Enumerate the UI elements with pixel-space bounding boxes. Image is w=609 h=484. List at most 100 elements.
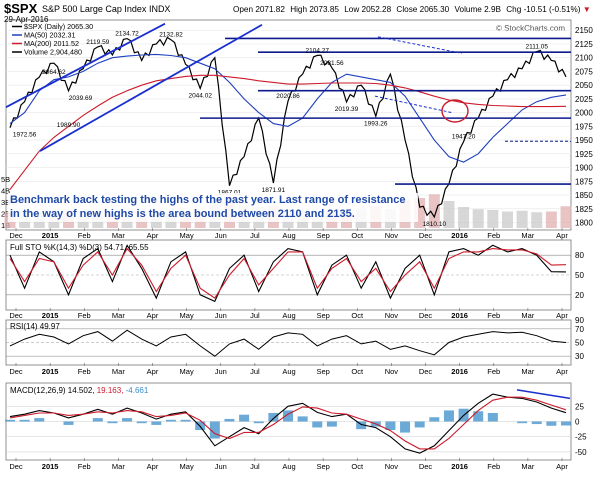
volume-bar [545, 211, 557, 228]
volume-bar [472, 209, 484, 228]
rsi-line [9, 329, 567, 357]
rsi-ytick-label: 90 [575, 316, 584, 325]
sto-ytick-label: 50 [575, 271, 584, 280]
price-ytick-label: 1850 [575, 191, 593, 200]
price-ytick-label: 2125 [575, 40, 593, 49]
macd-hist-bar [180, 419, 191, 422]
x-tick-label: Apr [556, 367, 568, 376]
macd-hist-bar [283, 410, 293, 422]
x-tick-label: Oct [351, 462, 364, 471]
x-tick-label: Jul [250, 231, 260, 240]
price-ytick-label: 1975 [575, 122, 593, 131]
rsi-label: RSI(14) 49.97 [10, 322, 60, 331]
x-tick-label: Sep [316, 367, 329, 376]
x-tick-label: 2015 [42, 231, 59, 240]
macd-hist-bar [253, 421, 264, 424]
highlight-ellipse [441, 99, 469, 123]
macd-hist-bar [400, 421, 411, 433]
macd-hist-bar [5, 419, 15, 422]
x-tick-label: May [180, 367, 194, 376]
price-ytick-label: 2150 [575, 26, 593, 35]
x-tick-label: Jul [250, 462, 260, 471]
stochastic-series: 20 50 80 [6, 244, 584, 303]
macd-signal-line [9, 396, 567, 450]
price-line [9, 36, 567, 219]
price-annotation-label: 2104.27 [306, 47, 330, 54]
price-ytick-label: 2075 [575, 67, 593, 76]
x-axis: Dec Dec Dec Dec 2015 2015 2015 2015 Feb Feb Feb Feb… [9, 228, 568, 471]
x-tick-label: Jul [250, 367, 260, 376]
macd-hist-bar [224, 418, 235, 422]
macd-ytick-label: 25 [575, 402, 584, 411]
macd-hist-bar [268, 412, 279, 422]
x-tick-label: Feb [487, 231, 500, 240]
price-ytick-label: 2000 [575, 109, 593, 118]
macd-hist-bar [297, 416, 308, 422]
price-ytick-label: 1925 [575, 150, 593, 159]
macd-hist-bar [107, 421, 118, 424]
x-tick-label: Mar [112, 367, 125, 376]
macd-hist-bar [19, 419, 30, 422]
x-tick-label: Feb [487, 311, 500, 320]
x-tick-label: Apr [147, 462, 159, 471]
price-annotation-label: 2064.62 [42, 69, 66, 76]
price-annotations: 1972.56 2064.62 1989.90 2039.69 2119.59 2134.… [5, 22, 571, 228]
price-ytick-label: 2050 [575, 81, 593, 90]
rsi-ytick-label: 70 [575, 325, 584, 334]
price-ytick-label: 1800 [575, 219, 593, 228]
price-ytick-label: 2100 [575, 54, 593, 63]
x-tick-label: 2016 [451, 231, 468, 240]
macd-hist-bar [136, 421, 147, 424]
x-tick-label: Nov [385, 231, 399, 240]
macd-hist-bar [561, 421, 571, 426]
x-tick-label: Feb [487, 462, 500, 471]
x-tick-label: Jun [215, 462, 227, 471]
x-tick-label: Oct [351, 367, 364, 376]
ma200-line [9, 74, 567, 190]
macd-series: -50 -25 0 25 [5, 389, 587, 457]
x-tick-label: Oct [351, 311, 364, 320]
x-tick-label: Sep [316, 311, 329, 320]
x-tick-label: Dec [419, 231, 433, 240]
volume-bar [428, 194, 440, 228]
x-tick-label: Nov [385, 367, 399, 376]
header-date: 29-Apr-2016 [4, 15, 49, 24]
macd-hist-bar [487, 412, 498, 422]
macd-hist-bar [92, 418, 103, 422]
volume-bar [458, 207, 470, 228]
sto-d-line [9, 247, 567, 299]
macd-hist-bar [326, 421, 337, 427]
price-annotation-label: 2119.59 [86, 39, 109, 46]
annotation-text: Benchmark back testing the highs of the … [8, 193, 418, 222]
x-tick-label: Feb [78, 231, 91, 240]
x-tick-label: Apr [556, 462, 568, 471]
macd-ytick-label: 0 [575, 418, 580, 427]
legend-label: $SPX (Daily) 2065.30 [24, 22, 93, 31]
macd-hist-bar [546, 421, 557, 426]
macd-line [9, 393, 567, 454]
x-tick-label: Aug [282, 367, 295, 376]
volume-tick-label: 5B [1, 175, 10, 184]
price-annotation-label: 2020.86 [276, 93, 300, 100]
x-tick-label: May [180, 311, 194, 320]
price-annotation-label: 1947.20 [452, 134, 476, 141]
price-ytick-label: 1900 [575, 164, 593, 173]
declining-trend [374, 95, 453, 114]
price-ytick-label: 1950 [575, 136, 593, 145]
macd-hist-bar [151, 421, 162, 425]
macd-hist-bar [209, 421, 220, 439]
legend-label: MA(200) 2011.52 [24, 39, 79, 48]
macd-hist-bar [429, 417, 440, 422]
volume-bar [443, 201, 455, 228]
x-tick-label: Apr [556, 311, 568, 320]
x-tick-label: Mar [112, 311, 125, 320]
x-tick-label: Dec [9, 311, 23, 320]
macd-hist-bar [531, 421, 542, 425]
x-tick-label: 2015 [42, 311, 59, 320]
price-annotation-label: 1871.91 [262, 187, 286, 194]
volume-bar [516, 210, 528, 228]
price-ytick-label: 1825 [575, 205, 593, 214]
volume-bar [531, 212, 543, 228]
